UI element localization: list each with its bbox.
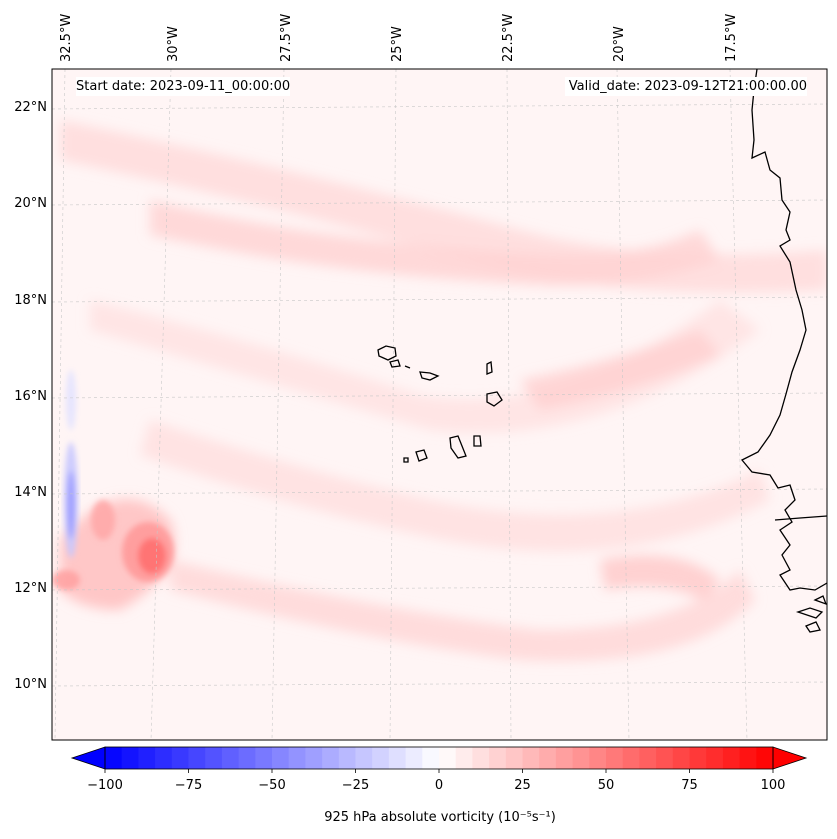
colorbar-block	[238, 747, 256, 769]
colorbar-block	[372, 747, 390, 769]
colorbar-tick-label: 75	[681, 778, 698, 793]
lat-label-16n: 16°N	[14, 389, 47, 404]
colorbar-block	[355, 747, 373, 769]
gambia-river	[774, 515, 827, 521]
colorbar-tick-label: 50	[598, 778, 615, 793]
colorbar-block	[288, 747, 306, 769]
island-brava	[403, 457, 409, 463]
colorbar-extend-min-triangle	[70, 746, 106, 770]
colorbar-block	[155, 747, 173, 769]
colorbar-block	[121, 747, 139, 769]
colorbar-block	[305, 747, 323, 769]
west-africa-coastline	[740, 69, 827, 591]
lon-label-20w: 20°W	[612, 26, 627, 62]
colorbar-block	[338, 747, 356, 769]
colorbar-block	[405, 747, 423, 769]
colorbar-tick-label: −50	[258, 778, 285, 793]
colorbar-block	[672, 747, 690, 769]
colorbar-block	[539, 747, 557, 769]
colorbar-block	[472, 747, 490, 769]
colorbar-block	[105, 747, 123, 769]
colorbar-tick-label: 25	[514, 778, 531, 793]
lon-label-17-5w: 17.5°W	[724, 14, 739, 62]
island-maio	[473, 435, 482, 447]
colorbar-block	[388, 747, 407, 769]
colorbar-block	[489, 747, 507, 769]
island-santo-antao	[377, 345, 397, 361]
vorticity-minimum	[64, 370, 78, 558]
lon-label-22-5w: 22.5°W	[501, 14, 516, 62]
colorbar-block	[272, 747, 290, 769]
colorbar-tick-label: −25	[342, 778, 369, 793]
lat-label-22n: 22°N	[14, 100, 47, 115]
colorbar-block	[739, 747, 757, 769]
colorbar-label: 925 hPa absolute vorticity (10⁻⁵s⁻¹)	[324, 810, 556, 825]
colorbar-block	[589, 747, 607, 769]
lat-label-10n: 10°N	[14, 677, 47, 692]
colorbar-block	[505, 747, 523, 769]
colorbar-block	[422, 747, 440, 769]
colorbar-tick-label: 0	[435, 778, 443, 793]
lat-label-18n: 18°N	[14, 293, 47, 308]
cape-verde-islands	[377, 345, 503, 463]
colorbar: −100 −75 −50 −25 0 25 50 75 100 925 hPa absolute…	[70, 746, 808, 825]
island-santiago	[449, 435, 467, 459]
colorbar-block	[171, 747, 189, 769]
vorticity-field	[60, 120, 827, 662]
vorticity-maximum	[52, 500, 174, 590]
island-sao-nicolau	[419, 371, 440, 381]
map-frame	[51, 68, 828, 741]
colorbar-tick-label: 100	[761, 778, 786, 793]
lat-label-14n: 14°N	[14, 485, 47, 500]
colorbar-block	[656, 747, 674, 769]
colorbar-extend-max-triangle	[772, 746, 808, 770]
colorbar-block	[555, 747, 574, 769]
colorbar-block	[522, 747, 540, 769]
gridlines	[52, 69, 827, 740]
island-fogo	[415, 449, 428, 462]
lon-label-27-5w: 27.5°W	[279, 14, 294, 62]
island-santa-luzia	[404, 365, 411, 369]
colorbar-block	[756, 747, 774, 769]
lat-label-12n: 12°N	[14, 581, 47, 596]
colorbar-block	[572, 747, 590, 769]
bijagos-islands	[795, 595, 827, 633]
island-sal	[486, 360, 493, 375]
lat-label-20n: 20°N	[14, 196, 47, 211]
colorbar-block	[221, 747, 240, 769]
colorbar-tick-label: −75	[175, 778, 202, 793]
coastline	[740, 69, 827, 633]
colorbar-block	[255, 747, 273, 769]
colorbar-ticks: −100 −75 −50 −25 0 25 50 75 100	[87, 769, 785, 793]
lon-label-25w: 25°W	[390, 26, 405, 62]
lon-label-32-5w: 32.5°W	[59, 14, 74, 62]
start-date-label: Start date: 2023-09-11_00:00:00	[76, 77, 291, 96]
longitude-labels: 32.5°W 30°W 27.5°W 25°W 22.5°W 20°W 17.5…	[59, 14, 739, 62]
colorbar-block	[205, 747, 223, 769]
latitude-labels: 22°N 20°N 18°N 16°N 14°N 12°N 10°N	[14, 100, 47, 692]
colorbar-block	[322, 747, 340, 769]
lon-label-30w: 30°W	[166, 26, 181, 62]
colorbar-block	[722, 747, 741, 769]
colorbar-tick-label: −100	[87, 778, 123, 793]
island-sao-vicente	[389, 359, 401, 368]
colorbar-block	[188, 747, 206, 769]
colorbar-block	[439, 747, 457, 769]
colorbar-block	[606, 747, 624, 769]
island-boa-vista	[486, 391, 503, 407]
map-panel	[52, 69, 827, 740]
colorbar-block	[622, 747, 640, 769]
colorbar-block	[138, 747, 156, 769]
valid-date-label: Valid_date: 2023-09-12T21:00:00.00	[564, 77, 807, 96]
colorbar-block	[455, 747, 473, 769]
colorbar-block	[706, 747, 724, 769]
colorbar-color-blocks	[105, 747, 774, 769]
colorbar-block	[689, 747, 707, 769]
colorbar-block	[639, 747, 657, 769]
